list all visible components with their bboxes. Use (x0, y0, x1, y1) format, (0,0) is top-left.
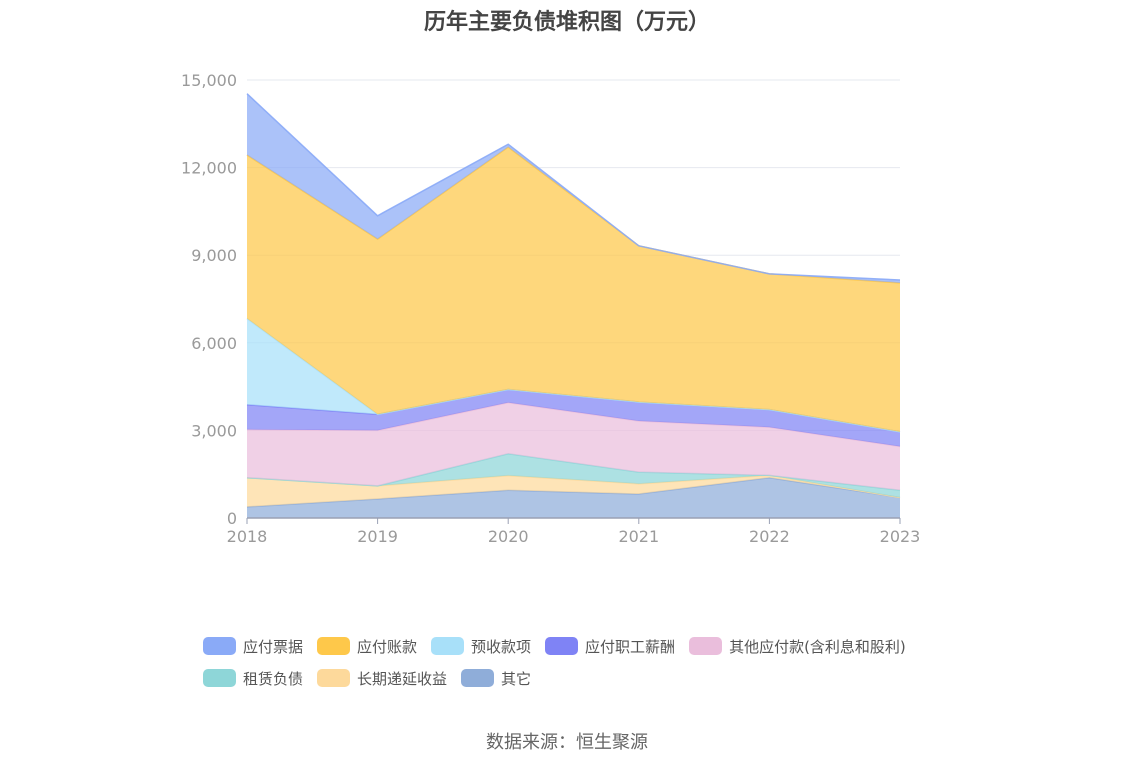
legend-row: 租赁负债 长期递延收益 其它 (203, 662, 963, 694)
legend-swatch (317, 637, 351, 655)
legend-label: 长期递延收益 (357, 669, 448, 688)
stacked-area-chart: 0 3,000 6,000 9,000 12,000 15,000 2018 2019 2020… (181, 71, 920, 546)
area-长期递延收益[interactable] (247, 475, 900, 507)
legend-swatch (431, 637, 465, 655)
series-line-应付票据 (246, 93, 901, 281)
x-tick-label: 2023 (880, 527, 921, 546)
data-source: 数据来源：恒生聚源 (486, 732, 648, 753)
area-其它[interactable] (247, 477, 900, 518)
legend-item[interactable]: 其他应付款(含利息和股利) (689, 636, 906, 657)
chart-title: 历年主要负债堆积图（万元） (423, 10, 710, 35)
y-tick-label: 6,000 (191, 334, 237, 353)
legend-label: 其它 (501, 669, 532, 688)
area-应付账款[interactable] (247, 147, 900, 432)
area-应付职工薪酬[interactable] (247, 389, 900, 447)
y-tick-label: 12,000 (181, 159, 237, 178)
x-tick-label: 2021 (618, 527, 659, 546)
x-tick-label: 2018 (227, 527, 268, 546)
x-tick-label: 2019 (357, 527, 398, 546)
legend-item[interactable]: 长期递延收益 (317, 668, 447, 689)
y-tick-label: 9,000 (191, 246, 237, 265)
area-租赁负债[interactable] (247, 453, 900, 498)
legend-row: 应付票据 应付账款 预收款项 应付职工薪酬 其他应付款(含利息和股利) (203, 630, 963, 662)
legend-label: 预收款项 (471, 637, 532, 656)
legend-swatch (461, 669, 495, 687)
x-tick-label: 2022 (749, 527, 790, 546)
legend-item[interactable]: 其它 (461, 668, 531, 689)
legend-swatch (689, 637, 723, 655)
area-其他应付款(含利息和股利)[interactable] (247, 402, 900, 491)
legend-label: 应付账款 (357, 637, 418, 656)
legend-item[interactable]: 预收款项 (431, 636, 531, 657)
legend-swatch (317, 669, 351, 687)
legend-swatch (203, 637, 236, 655)
legend-item[interactable]: 应付票据 (203, 636, 303, 657)
legend-swatch (203, 669, 236, 687)
legend: 应付票据 应付账款 预收款项 应付职工薪酬 其他应付款(含利息和股利) 租赁负债 长期递延… (203, 630, 963, 694)
legend-item[interactable]: 应付职工薪酬 (545, 636, 675, 657)
y-tick-label: 3,000 (191, 421, 237, 440)
y-tick-label: 15,000 (181, 71, 237, 90)
legend-label: 应付票据 (243, 637, 304, 656)
legend-swatch (545, 637, 579, 655)
y-tick-label: 0 (227, 509, 237, 528)
axes: 0 3,000 6,000 9,000 12,000 15,000 2018 2019 2020… (181, 71, 920, 546)
legend-label: 应付职工薪酬 (585, 637, 676, 656)
area-series (246, 93, 901, 518)
x-tick-label: 2020 (488, 527, 529, 546)
legend-label: 其他应付款(含利息和股利) (729, 637, 906, 656)
legend-label: 租赁负债 (243, 669, 304, 688)
legend-item[interactable]: 应付账款 (317, 636, 417, 657)
legend-item[interactable]: 租赁负债 (203, 668, 303, 689)
